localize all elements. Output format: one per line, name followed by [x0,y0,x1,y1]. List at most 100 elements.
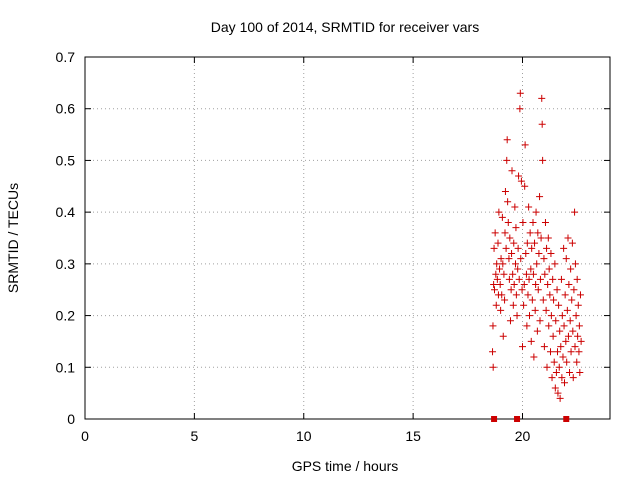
data-point [541,218,549,226]
data-point [538,94,546,102]
data-point [518,286,526,294]
data-point [572,312,580,320]
data-point [543,244,551,252]
x-tick-label: 15 [405,428,421,444]
data-point [506,234,514,242]
data-point [522,270,530,278]
data-point [554,348,561,356]
data-point [504,218,512,226]
data-point [562,337,570,345]
y-tick-label: 0.7 [56,49,76,65]
data-point [575,348,583,356]
data-point [558,374,566,382]
data-point [510,239,518,247]
data-point [520,281,528,289]
data-point [532,281,540,289]
data-point [519,218,527,226]
data-point [568,296,576,304]
data-point [528,296,536,304]
data-point [547,250,555,258]
data-point [568,239,576,247]
data-point [489,322,497,330]
data-point [516,105,524,113]
data-point [548,374,556,382]
data-point [496,265,504,273]
data-point [491,229,499,237]
data-point [521,141,529,149]
data-point [537,234,545,242]
data-point [565,281,573,289]
data-point [502,244,510,252]
data-point [564,234,572,242]
data-point [508,250,516,258]
data-point [531,239,539,247]
data-point [489,363,497,371]
data-point [560,244,568,252]
data-point [573,275,581,283]
data-point [553,286,561,294]
x-tick-label: 0 [81,428,89,444]
data-point [551,260,559,268]
data-point [566,368,574,376]
data-point [512,224,520,232]
data-point [547,348,554,356]
data-point [516,89,524,97]
data-point [567,265,575,273]
y-tick-label: 0.6 [56,101,76,117]
data-point [571,343,579,351]
data-point [543,363,551,371]
data-point [529,218,537,226]
data-point [534,229,542,237]
data-point [533,260,541,268]
data-point [524,291,532,299]
data-point [504,198,512,206]
data-point [541,270,549,278]
data-point [507,286,515,294]
data-point [520,301,528,309]
data-point [535,250,543,258]
data-point [574,301,582,309]
data-point [492,270,500,278]
data-point [556,327,564,335]
data-point [519,343,526,351]
data-point [542,306,550,314]
y-tick-label: 0.2 [56,308,76,324]
data-point [570,286,578,294]
data-point [544,281,552,289]
data-point [538,120,546,128]
data-point [566,317,574,325]
x-tick-label: 20 [515,428,531,444]
data-point [510,281,518,289]
data-point [534,286,542,294]
data-point [503,136,511,144]
data-point [533,327,541,335]
data-point [558,312,566,320]
y-axis-label: SRMTID / TECUs [5,183,21,293]
data-point [512,260,519,268]
data-point [501,187,509,195]
data-point [489,348,497,356]
data-point [569,374,577,382]
data-point [561,379,568,387]
data-point [540,343,548,351]
data-point [501,229,509,237]
data-point [499,332,507,340]
data-point [549,275,557,283]
data-point [563,358,571,366]
y-tick-label: 0.1 [56,359,76,375]
data-point [536,317,544,325]
chart-title: Day 100 of 2014, SRMTID for receiver var… [211,19,479,35]
data-point [539,156,547,164]
tick-layer: 0 0.1 0.2 0.3 0.4 0.5 0.6 0.7 0 5 10 15 20 [56,49,610,444]
data-point [529,270,537,278]
data-point [561,291,569,299]
data-point [515,172,523,180]
data-point [527,265,535,273]
data-point [536,193,544,201]
y-tick-label: 0.5 [56,152,76,168]
data-point [577,337,585,345]
data-point [514,265,522,273]
data-point [530,353,538,361]
data-point [549,332,557,340]
